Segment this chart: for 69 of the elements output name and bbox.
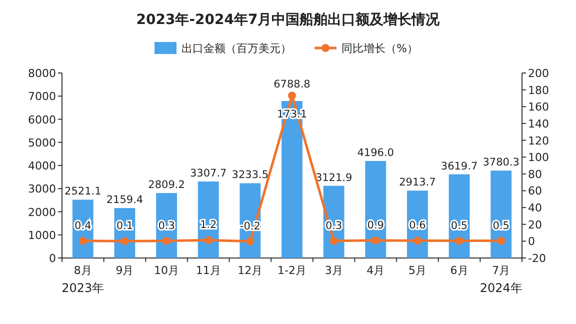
y2-tick-label: -20 [528, 252, 546, 265]
legend-label: 同比增长（%） [342, 42, 418, 55]
data-label: 2809.2 [148, 179, 185, 192]
y2-tick-label: 80 [528, 168, 542, 181]
data-label: 0.5 [492, 220, 510, 232]
text: 2024年 [480, 281, 522, 295]
data-label: 3780.3 [482, 156, 520, 169]
y2-tick-label: 200 [528, 67, 549, 80]
point [288, 92, 296, 100]
x-tick-label: 10月 [154, 264, 180, 277]
x-tick-label: 11月 [196, 264, 221, 277]
y-tick-label: 2000 [28, 206, 56, 219]
data-label: 3233.5 [232, 169, 269, 182]
point [330, 236, 338, 245]
point [246, 237, 254, 246]
y-tick-label: 3000 [28, 182, 56, 196]
data-label: 3307.7 [190, 168, 227, 180]
y2-tick-label: 20 [528, 218, 542, 232]
point [162, 236, 171, 245]
data-label: 0.3 [158, 220, 175, 232]
y2-tick-label: 60 [528, 184, 542, 198]
point [372, 236, 380, 244]
data-label: 3121.9 [315, 172, 352, 184]
y2-tick-label: 0 [528, 235, 535, 248]
x-tick-label: 7月 [492, 264, 510, 277]
data-label: 3619.7 [440, 160, 478, 172]
y-tick-label: 6000 [28, 113, 56, 126]
point [455, 236, 464, 245]
data-label: 2521.1 [64, 186, 102, 198]
data-label: 2159.4 [106, 194, 144, 206]
y2-tick-label: 140 [528, 117, 549, 130]
x-tick-label: 6月 [450, 264, 468, 277]
chart-title: 2023年-2024年7月中国船舶出口额及增长情况 [136, 11, 441, 28]
x-tick-label: 1-2月 [278, 264, 306, 277]
data-label: 0.4 [74, 220, 92, 232]
x-tick-label: 8月 [74, 264, 92, 277]
y2-tick-label: 160 [528, 100, 549, 114]
data-label: 0.6 [409, 220, 426, 232]
point [204, 236, 212, 244]
bar [365, 160, 386, 258]
point [78, 236, 87, 245]
data-label: 0.1 [116, 220, 134, 232]
y2-tick-label: 100 [528, 151, 549, 164]
y-tick-label: 7000 [28, 90, 56, 104]
x-tick-label: 5月 [408, 264, 426, 277]
text: 2023年 [62, 281, 104, 295]
y2-tick-label: 120 [528, 134, 549, 148]
x-tick-label: 9月 [116, 264, 134, 277]
x-tick-label: 12月 [238, 264, 263, 277]
y-tick-label: 1000 [28, 228, 56, 242]
y-tick-label: 0 [49, 252, 56, 265]
x-tick-label: 4月 [366, 264, 385, 277]
y-tick-label: 8000 [28, 67, 56, 80]
data-label: 2913.7 [399, 176, 436, 189]
legend-label: 出口金额（百万美元） [182, 42, 292, 55]
y-tick-label: 5000 [28, 136, 56, 150]
point [120, 237, 129, 246]
data-label: 6788.8 [274, 78, 310, 91]
y2-tick-label: 40 [528, 202, 542, 215]
point [497, 236, 506, 245]
y2-tick-label: 180 [528, 84, 549, 97]
data-label: 4196.0 [357, 146, 394, 159]
x-tick-label: 3月 [324, 264, 343, 277]
data-label: 1.2 [200, 219, 217, 232]
bar [490, 170, 512, 258]
point [413, 236, 422, 245]
data-label: 0.5 [450, 220, 468, 232]
y-tick-label: 4000 [28, 160, 56, 172]
data-label: 0.9 [367, 219, 384, 232]
